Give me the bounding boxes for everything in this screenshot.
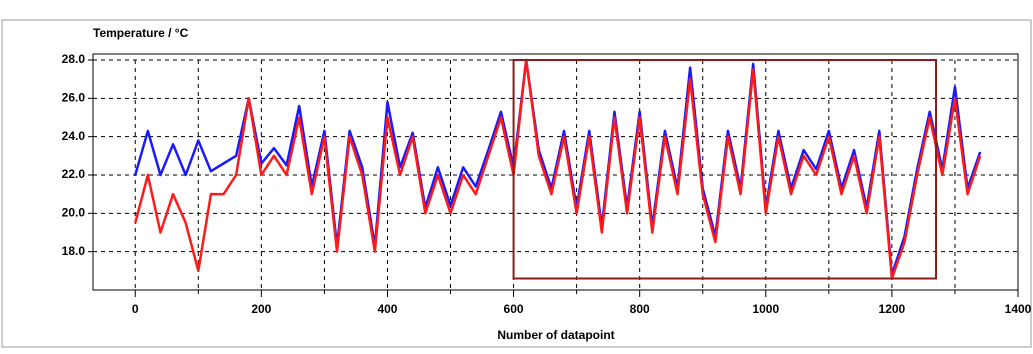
x-tick-label: 800 (630, 302, 650, 316)
frame (1, 19, 1032, 348)
x-tick-label: 1000 (752, 302, 779, 316)
x-tick-label: 600 (504, 302, 524, 316)
y-tick-label: 20.0 (62, 206, 86, 220)
y-tick-label: 18.0 (62, 244, 86, 258)
x-tick-label: 200 (251, 302, 271, 316)
y-tick-label: 28.0 (62, 52, 86, 66)
chart-title: Temperature / °C (93, 26, 189, 40)
y-tick-label: 26.0 (62, 91, 86, 105)
x-tick-label: 0 (132, 302, 139, 316)
highlight-box (512, 59, 938, 280)
x-tick-label: 400 (377, 302, 397, 316)
x-tick-label: 1400 (1005, 302, 1032, 316)
x-tick-label: 1200 (879, 302, 906, 316)
y-tick-label: 24.0 (62, 129, 86, 143)
plot-border (92, 53, 1019, 291)
y-tick-label: 22.0 (62, 167, 86, 181)
x-axis-label: Number of datapoint (497, 328, 614, 342)
series-line (134, 58, 982, 280)
